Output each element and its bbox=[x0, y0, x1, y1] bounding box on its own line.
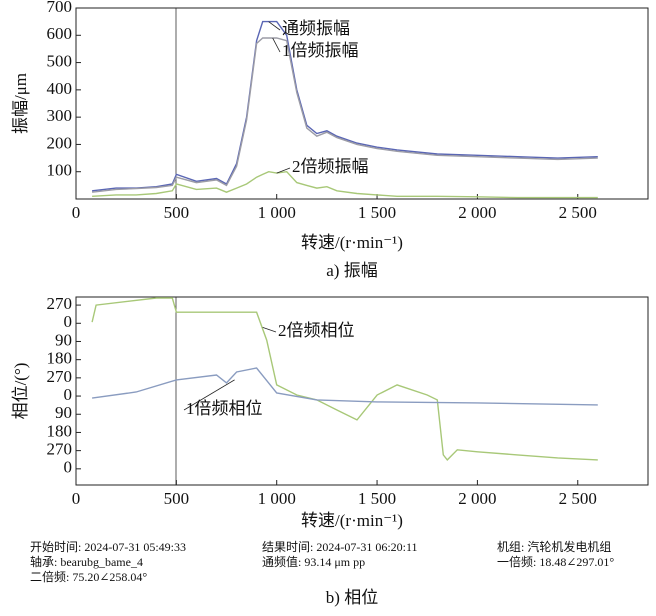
series-line bbox=[92, 37, 598, 193]
y-tick-label: 180 bbox=[47, 349, 73, 368]
info-line: 开始时间: 2024-07-31 05:49:33 bbox=[30, 540, 186, 554]
y-tick-label: 200 bbox=[47, 133, 73, 152]
series-label: 1倍频相位 bbox=[186, 399, 263, 418]
y-tick-label: 0 bbox=[64, 385, 73, 404]
x-tick-label: 2 000 bbox=[458, 203, 496, 222]
info-line: 机组: 汽轮机发电机组 bbox=[497, 539, 611, 554]
y-tick-label: 600 bbox=[47, 24, 73, 43]
y-axis-label: 振幅/μm bbox=[11, 73, 30, 134]
y-tick-label: 100 bbox=[47, 161, 73, 180]
x-tick-label: 0 bbox=[72, 203, 81, 222]
y-tick-label: 300 bbox=[47, 106, 73, 125]
x-tick-label: 1 000 bbox=[258, 203, 296, 222]
y-tick-label: 0 bbox=[64, 312, 73, 331]
leader-line bbox=[272, 37, 281, 53]
series-line bbox=[92, 170, 598, 199]
y-tick-label: 700 bbox=[47, 0, 73, 16]
info-line: 结果时间: 2024-07-31 06:20:11 bbox=[262, 540, 418, 554]
leader-line bbox=[276, 167, 291, 174]
series-label: 通频振幅 bbox=[282, 19, 350, 38]
series-line bbox=[92, 367, 598, 406]
y-tick-label: 400 bbox=[47, 79, 73, 98]
series-line bbox=[92, 20, 598, 192]
leader-line bbox=[183, 379, 235, 411]
series-line bbox=[91, 297, 598, 461]
y-axis-label: 相位/(°) bbox=[11, 363, 30, 420]
x-axis-label: 转速/(r·min⁻¹) bbox=[301, 511, 403, 530]
leader-line bbox=[268, 21, 281, 31]
info-line: 一倍频: 18.48∠297.01° bbox=[497, 554, 614, 569]
x-tick-label: 1 500 bbox=[358, 203, 396, 222]
x-axis-label: 转速/(r·min⁻¹) bbox=[301, 233, 403, 252]
x-tick-label: 2 500 bbox=[559, 489, 597, 508]
caption: a) 振幅 bbox=[326, 261, 377, 280]
info-line: 通频值: 93.14 μm pp bbox=[262, 554, 365, 569]
x-tick-label: 500 bbox=[164, 489, 190, 508]
x-tick-label: 2 000 bbox=[458, 489, 496, 508]
x-tick-label: 2 500 bbox=[559, 203, 597, 222]
y-tick-label: 180 bbox=[47, 421, 73, 440]
y-tick-label: 90 bbox=[55, 403, 72, 422]
info-line: 轴承: bearubg_bame_4 bbox=[30, 554, 143, 569]
x-tick-label: 500 bbox=[164, 203, 190, 222]
leader-line bbox=[262, 326, 277, 333]
series-label: 2倍频振幅 bbox=[292, 157, 369, 176]
y-tick-label: 500 bbox=[47, 51, 73, 70]
series-label: 1倍频振幅 bbox=[282, 41, 359, 60]
y-tick-label: 0 bbox=[64, 458, 73, 477]
caption: b) 相位 bbox=[326, 588, 378, 607]
plot-frame bbox=[75, 296, 649, 486]
x-tick-label: 1 000 bbox=[258, 489, 296, 508]
x-tick-label: 1 500 bbox=[358, 489, 396, 508]
y-tick-label: 270 bbox=[47, 367, 73, 386]
y-tick-label: 90 bbox=[55, 330, 72, 349]
series-label: 2倍频相位 bbox=[278, 321, 355, 340]
y-tick-label: 270 bbox=[47, 440, 73, 459]
plot-frame bbox=[75, 7, 649, 200]
x-tick-label: 0 bbox=[72, 489, 81, 508]
y-tick-label: 270 bbox=[47, 294, 73, 313]
info-line: 二倍频: 75.20∠258.04° bbox=[30, 569, 147, 584]
